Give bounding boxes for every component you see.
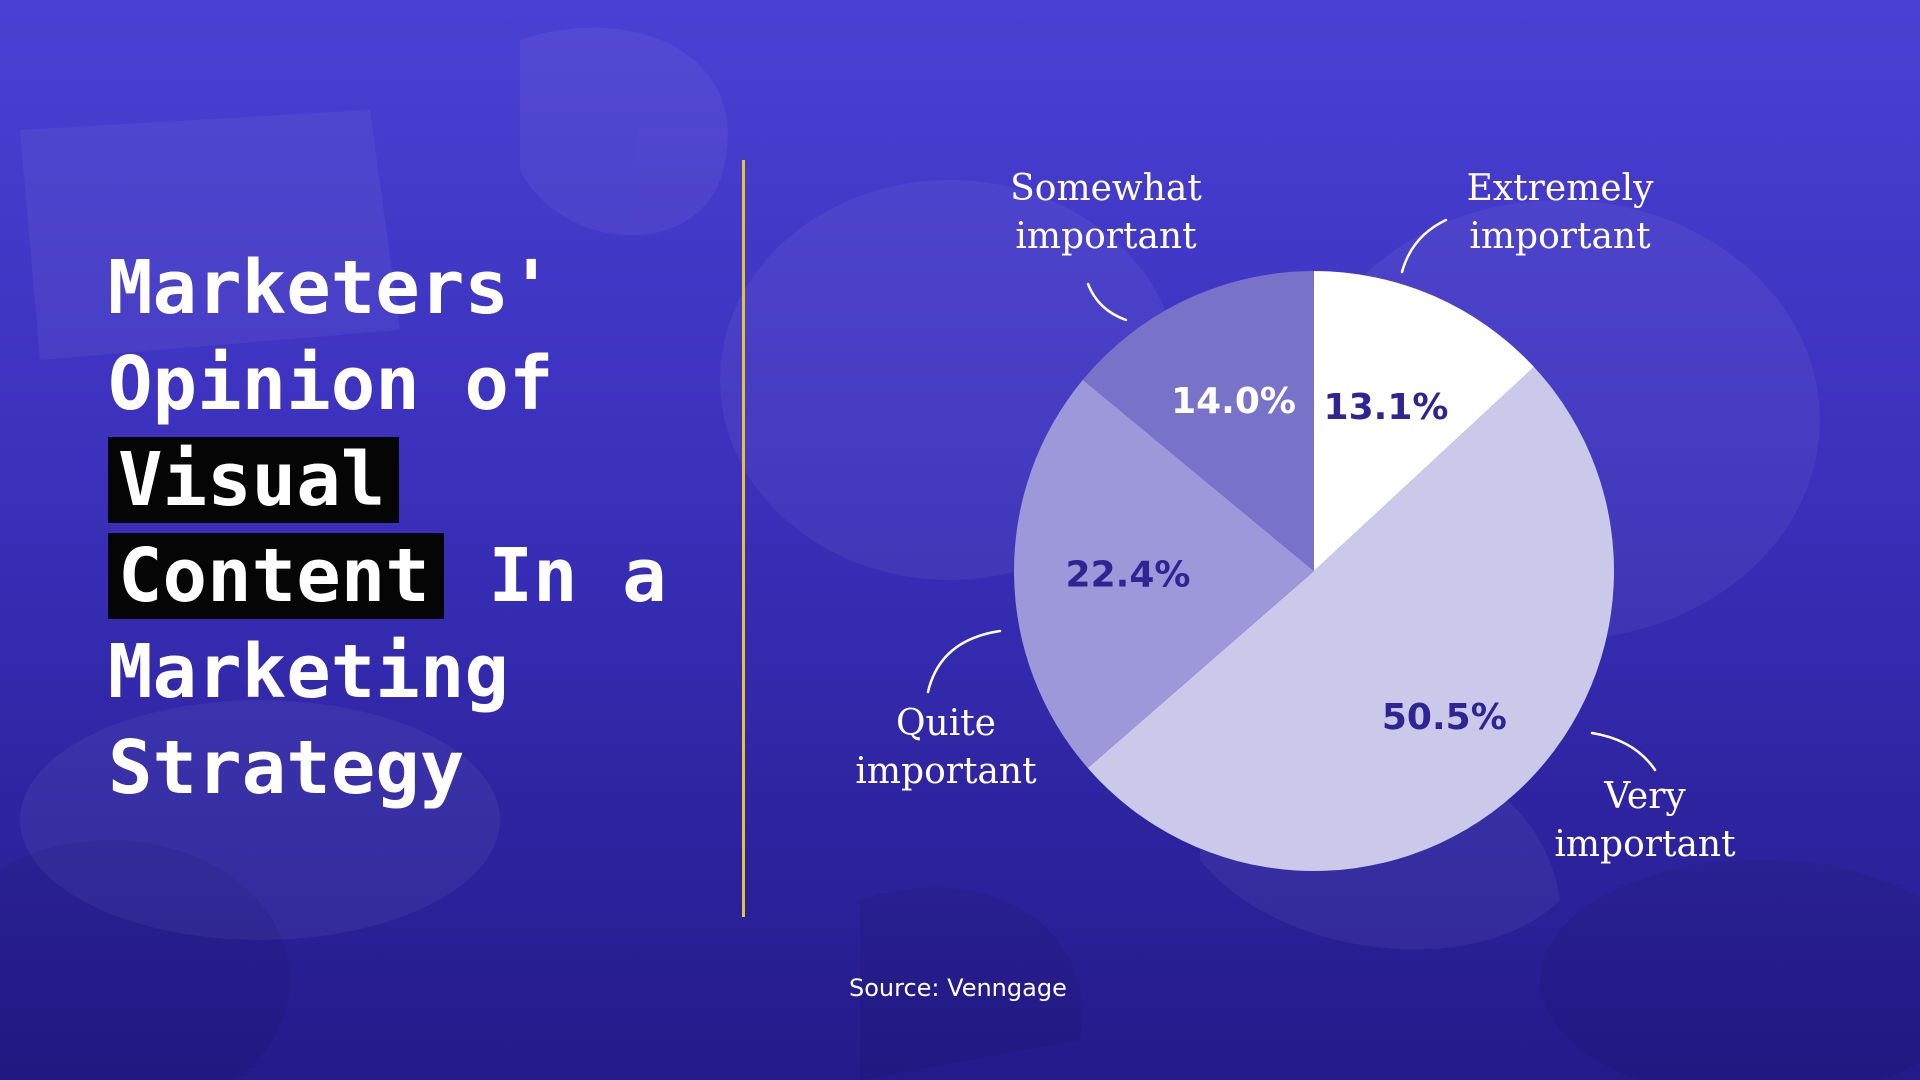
- pie-slice-quite-important: [1013, 379, 1314, 768]
- title-highlight-content: Content: [108, 533, 444, 619]
- connector-very-important: [1590, 731, 1657, 772]
- infographic-title: Marketers' Opinion of Visual Content In …: [108, 240, 668, 816]
- pie-slice-somewhat-important: [1082, 271, 1314, 571]
- title-line-1: Marketers': [108, 245, 554, 331]
- label-connectors: [926, 218, 1657, 772]
- category-label-somewhat-important: Somewhat important: [1010, 168, 1202, 257]
- pie-slices: [1013, 271, 1615, 872]
- pie-slice-very-important: [1087, 367, 1615, 872]
- category-label-quite-important: Quite important: [855, 703, 1037, 792]
- title-line-4-rest: In a: [488, 533, 667, 619]
- title-highlight-visual: Visual: [108, 437, 400, 523]
- connector-extremely-important: [1400, 218, 1448, 274]
- data-label-extremely-important: 13.1%: [1324, 387, 1449, 428]
- connector-quite-important: [926, 629, 1002, 694]
- category-labels: Extremely important Very important Quite impo…: [855, 168, 1736, 865]
- category-label-very-important: Very important: [1554, 776, 1736, 865]
- data-labels: 13.1% 50.5% 22.4% 14.0%: [1066, 381, 1507, 738]
- category-label-extremely-important: Extremely important: [1467, 168, 1655, 257]
- title-line-2: Opinion of: [108, 341, 554, 427]
- connector-somewhat-important: [1086, 282, 1128, 322]
- data-label-quite-important: 22.4%: [1066, 554, 1191, 595]
- title-line-5: Marketing: [108, 629, 509, 715]
- pie-slice-extremely-important: [1314, 271, 1534, 571]
- vertical-divider: [742, 160, 745, 917]
- data-label-very-important: 50.5%: [1382, 697, 1507, 738]
- source-note: Source: Venngage: [849, 974, 1067, 1002]
- data-label-somewhat-important: 14.0%: [1171, 381, 1296, 422]
- title-line-6: Strategy: [108, 725, 465, 811]
